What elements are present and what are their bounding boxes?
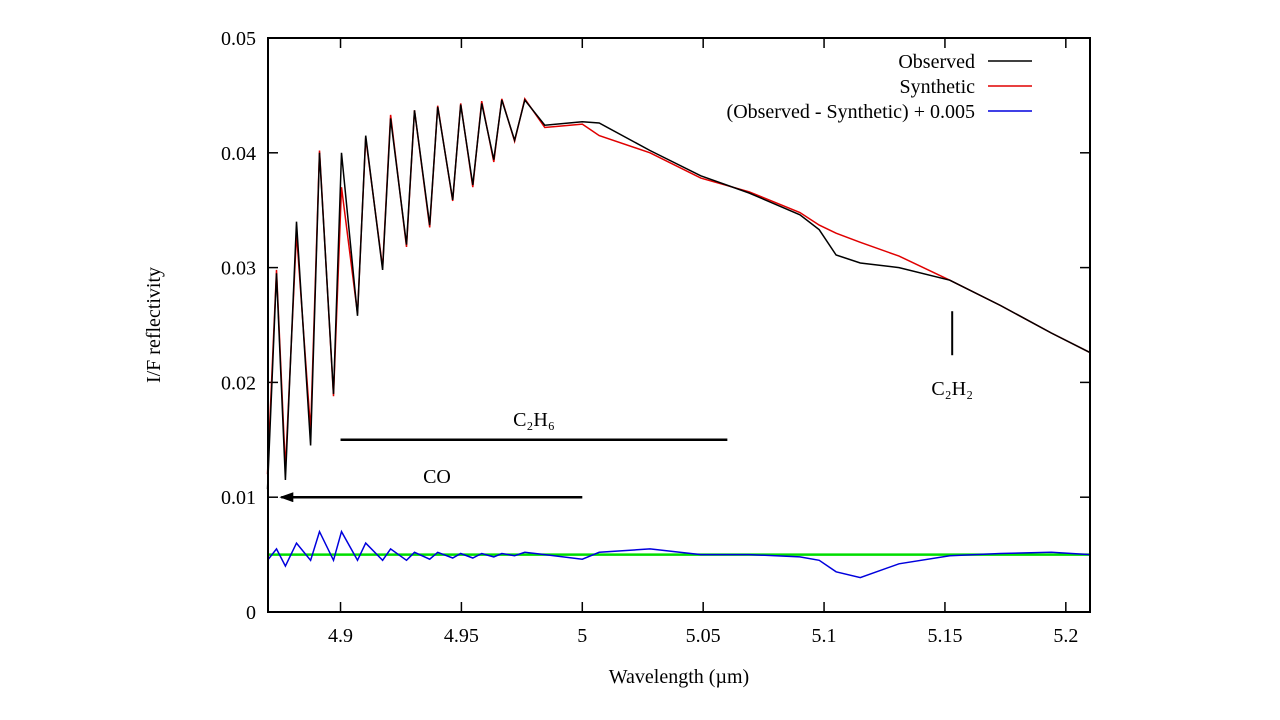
y-tick-label: 0.05: [221, 28, 256, 50]
y-tick-label: 0.04: [221, 143, 256, 165]
annotation-label: C₂H₆: [513, 409, 555, 431]
x-tick-label: 4.95: [444, 625, 479, 647]
y-tick-label: 0.01: [221, 487, 256, 509]
x-tick-label: 4.9: [328, 625, 353, 647]
x-axis-label: Wavelength (µm): [609, 666, 749, 688]
annotation-label: C₂H₂: [931, 378, 973, 400]
y-axis-label: I/F reflectivity: [143, 267, 165, 383]
plot-frame: [267, 37, 1091, 613]
y-tick-label: 0.03: [221, 258, 256, 280]
legend-label: Synthetic: [899, 76, 975, 98]
x-tick-label: 5.05: [686, 625, 721, 647]
series-line: [266, 529, 1091, 579]
y-tick-label: 0.02: [221, 372, 256, 394]
x-tick-label: 5.15: [927, 625, 962, 647]
x-tick-label: 5.1: [812, 625, 837, 647]
legend-label: (Observed - Synthetic) + 0.005: [727, 101, 975, 123]
y-tick-label: 0: [246, 602, 256, 624]
legend-label: Observed: [898, 51, 975, 73]
annotation-label: CO: [423, 466, 451, 488]
series-line: [266, 98, 1091, 490]
x-tick-label: 5.2: [1053, 625, 1078, 647]
x-tick-label: 5: [577, 625, 587, 647]
